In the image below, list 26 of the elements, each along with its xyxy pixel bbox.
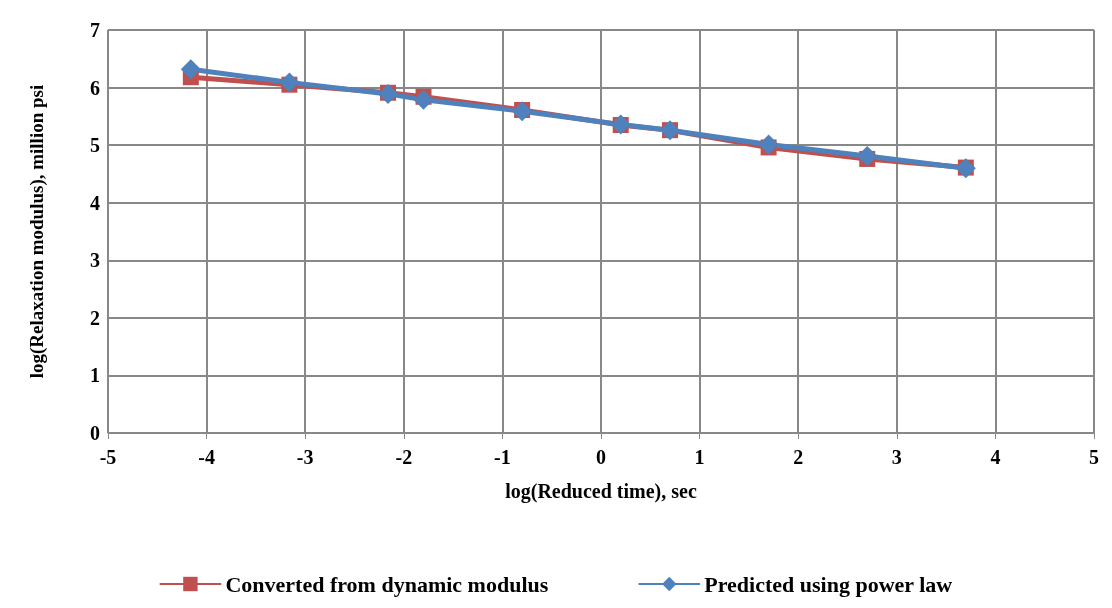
x-tick-label: 2 bbox=[793, 446, 804, 468]
x-tick-label: -2 bbox=[395, 446, 413, 468]
point bbox=[758, 134, 779, 155]
x-tick-label: 0 bbox=[596, 446, 606, 468]
y-tick-label: 7 bbox=[90, 19, 100, 41]
y-tick-label: 3 bbox=[90, 249, 100, 272]
legend-label: Converted from dynamic modulus bbox=[225, 571, 549, 597]
point bbox=[413, 89, 434, 110]
x-tick-label: 3 bbox=[891, 446, 902, 468]
x-tick-label: 1 bbox=[694, 446, 705, 468]
x-tick-label: 4 bbox=[990, 446, 1001, 468]
y-tick-label: 2 bbox=[90, 306, 100, 329]
y-tick-label: 1 bbox=[90, 364, 100, 387]
y-tick-label: 5 bbox=[90, 134, 100, 157]
y-tick-label: 4 bbox=[90, 191, 100, 214]
legend-label: Predicted using power law bbox=[704, 571, 953, 597]
y-axis-title: log(Relaxation modulus), million psi bbox=[26, 84, 48, 379]
y-tick-label: 0 bbox=[90, 422, 100, 444]
y-tick-label: 6 bbox=[90, 76, 100, 99]
point bbox=[180, 59, 201, 80]
x-tick-label: -1 bbox=[494, 446, 511, 468]
x-tick-label: -4 bbox=[198, 446, 215, 468]
x-tick-label: -3 bbox=[296, 446, 314, 468]
x-tick-label: -5 bbox=[99, 446, 117, 468]
x-axis-title: log(Reduced time), sec bbox=[505, 480, 697, 503]
x-tick-label: 5 bbox=[1089, 446, 1099, 468]
